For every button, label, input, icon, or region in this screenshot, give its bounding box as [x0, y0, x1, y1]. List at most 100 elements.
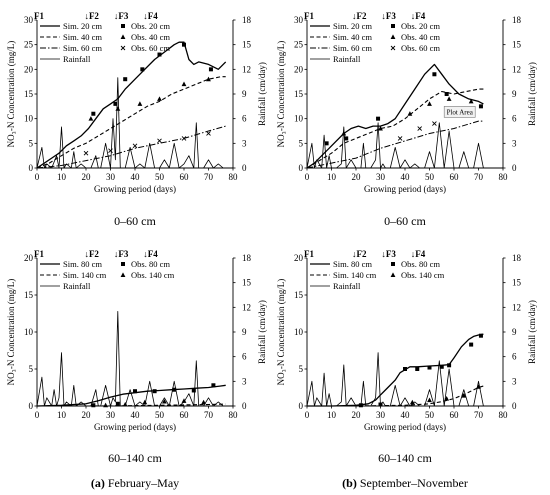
legend: Sim. 80 cm Obs. 80 cm Sim. 140 cm Obs. 140 … — [310, 259, 445, 291]
data-point — [344, 136, 349, 141]
fertilizer-event-label: F1 — [304, 11, 314, 21]
y-axis-label-left: NO₃-N Concentration (mg/L) — [6, 41, 16, 148]
y-tick-label-left: 10 — [294, 114, 304, 124]
data-point — [444, 92, 449, 96]
data-point — [83, 150, 89, 156]
series-sim-80-cm — [36, 384, 226, 407]
series-sim-60-cm — [36, 125, 226, 169]
fertilizer-event-label: ↓F2 — [84, 11, 99, 21]
y-tick-label-left: 20 — [24, 64, 34, 74]
y-tick-label-right: 6 — [512, 114, 517, 124]
x-tick-label: 80 — [229, 410, 239, 420]
data-point — [91, 111, 96, 116]
y-tick-label-left: 20 — [294, 253, 304, 263]
y-axis-label-right: Rainfall (cm/day) — [527, 300, 537, 364]
x-tick-label: 50 — [425, 172, 435, 182]
fertilizer-event-label: ↓F4 — [411, 11, 426, 21]
legend-label: Sim. 40 cm — [333, 32, 372, 42]
y-tick-label-left: 0 — [29, 163, 34, 173]
data-point — [123, 77, 128, 82]
x-tick-label: 60 — [180, 410, 190, 420]
y-tick-label-left: 15 — [24, 89, 34, 99]
legend-label: Obs. 40 cm — [131, 32, 170, 42]
y-tick-label-left: 0 — [299, 163, 304, 173]
legend-label: Obs. 140 cm — [131, 270, 175, 280]
legend-marker — [120, 34, 126, 39]
y-tick-label-left: 10 — [294, 327, 304, 337]
data-point — [182, 42, 186, 47]
legend-label: Obs. 20 cm — [401, 21, 440, 31]
plot-area-tooltip: Plot Area — [443, 106, 476, 118]
chart-panel-top-left: 0 10 20 30 40 50 60 70 800510152025300369121518N… — [6, 11, 267, 228]
legend-label: Obs. 40 cm — [401, 32, 440, 42]
x-tick-label: 30 — [106, 410, 116, 420]
data-point — [115, 401, 120, 406]
series-sim-40-cm — [306, 88, 484, 169]
data-point — [427, 101, 432, 106]
data-point — [113, 101, 118, 106]
x-axis-label: Growing period (days) — [364, 422, 446, 432]
legend-label: Rainfall — [63, 54, 91, 64]
y-tick-label-left: 0 — [299, 401, 304, 411]
y-tick-label-right: 3 — [512, 138, 517, 148]
data-point — [91, 403, 96, 408]
data-point — [157, 138, 162, 144]
y-tick-label-right: 15 — [512, 278, 522, 288]
fertilizer-event-label: ↓F4 — [143, 249, 158, 259]
y-tick-label-right: 6 — [242, 114, 247, 124]
data-point — [468, 98, 474, 104]
y-tick-label-right: 18 — [512, 15, 522, 25]
data-point — [181, 136, 187, 141]
y-tick-label-left: 15 — [294, 290, 304, 300]
y-tick-label-right: 12 — [242, 64, 251, 74]
series-rainfall — [306, 352, 484, 407]
x-tick-label: 10 — [327, 172, 337, 182]
y-tick-label-right: 9 — [242, 89, 247, 99]
series-sim-60-cm — [306, 120, 484, 169]
y-tick-label-left: 10 — [24, 114, 34, 124]
y-tick-label-right: 0 — [512, 163, 517, 173]
series-obs-20-cm — [91, 42, 213, 116]
x-tick-label: 50 — [155, 172, 165, 182]
legend-marker — [121, 262, 125, 266]
x-tick-label: 80 — [229, 172, 239, 182]
data-point — [376, 116, 381, 121]
x-tick-label: 70 — [474, 172, 484, 182]
y-tick-label-left: 5 — [29, 364, 34, 374]
data-point — [407, 111, 413, 116]
legend-marker — [390, 34, 396, 39]
data-point — [152, 389, 157, 394]
data-point — [201, 399, 206, 405]
legend-label: Sim. 140 cm — [333, 270, 377, 280]
legend-label: Sim. 80 cm — [333, 259, 372, 269]
x-tick-label: 0 — [305, 172, 310, 182]
series-sim-140-cm — [307, 385, 484, 407]
legend-label: Obs. 20 cm — [131, 21, 170, 31]
x-tick-label: 10 — [57, 410, 67, 420]
y-tick-label-right: 15 — [242, 40, 252, 50]
legend-label: Obs. 60 cm — [131, 43, 170, 53]
y-tick-label-left: 20 — [294, 64, 304, 74]
y-tick-label-left: 15 — [24, 290, 34, 300]
depth-caption: 0–60 cm — [114, 214, 156, 228]
y-tick-label-left: 10 — [24, 327, 34, 337]
y-tick-label-right: 12 — [512, 64, 521, 74]
data-point — [142, 399, 148, 405]
y-tick-label-right: 0 — [242, 401, 247, 411]
y-tick-label-left: 20 — [24, 253, 34, 263]
legend-label: Obs. 140 cm — [401, 270, 445, 280]
chart-panel-bottom-right: 0 10 20 30 40 50 60 70 80051015200369121518NO₃-N… — [276, 249, 537, 490]
y-axis-label-left: NO₃-N Concentration (mg/L) — [6, 279, 16, 386]
data-point — [446, 96, 452, 101]
y-tick-label-right: 9 — [512, 89, 517, 99]
fertilizer-event-label: F1 — [304, 249, 314, 259]
x-axis-label: Growing period (days) — [94, 184, 176, 194]
fertilizer-event-label: ↓F3 — [381, 249, 396, 259]
series-obs-80-cm — [91, 383, 216, 408]
y-tick-label-left: 5 — [299, 138, 304, 148]
x-tick-label: 70 — [204, 410, 214, 420]
data-point — [478, 333, 483, 338]
y-tick-label-right: 6 — [512, 352, 517, 362]
legend-label: Sim. 40 cm — [63, 32, 102, 42]
series-sim-40-cm — [36, 76, 226, 169]
